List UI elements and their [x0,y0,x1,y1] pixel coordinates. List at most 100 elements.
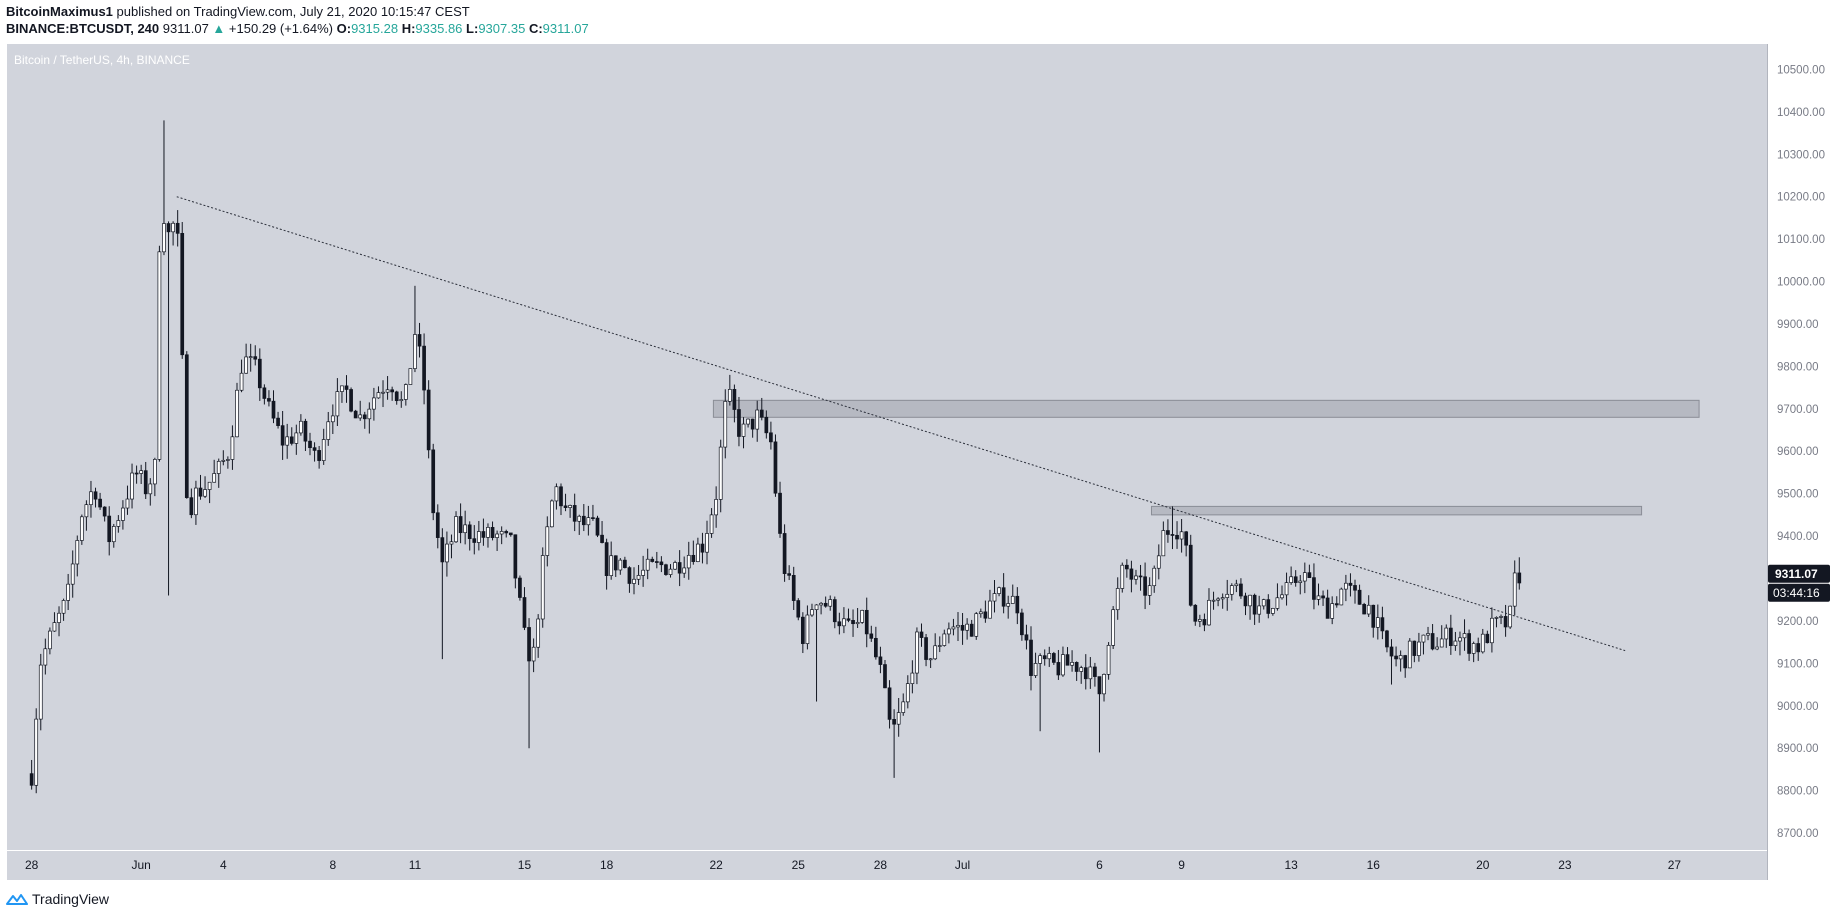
candle[interactable] [750,418,755,438]
candle[interactable] [969,619,974,637]
candle[interactable] [915,627,919,685]
candle[interactable] [367,402,372,434]
candle[interactable] [1097,676,1102,753]
candle[interactable] [102,506,107,522]
candle[interactable] [1261,598,1266,610]
candle[interactable] [978,608,983,618]
candle[interactable] [1129,560,1134,593]
candle[interactable] [581,504,586,532]
candle[interactable] [513,534,518,589]
candle[interactable] [545,516,550,567]
candle[interactable] [1038,653,1042,732]
candle[interactable] [317,445,321,469]
candle[interactable] [472,525,477,555]
candle[interactable] [910,660,915,694]
candle[interactable] [1243,592,1248,616]
candle[interactable] [308,432,312,456]
candle[interactable] [1480,628,1485,654]
candle[interactable] [1225,579,1230,611]
candle[interactable] [1348,573,1353,597]
candle[interactable] [1070,650,1074,672]
candle[interactable] [111,523,116,548]
candle[interactable] [1120,562,1125,593]
candle[interactable] [1143,562,1147,610]
candle[interactable] [1111,606,1116,650]
candle[interactable] [349,387,353,413]
candle[interactable] [440,528,445,660]
candle[interactable] [1138,564,1143,591]
candle[interactable] [413,285,417,373]
candle[interactable] [180,222,185,359]
candle[interactable] [1403,654,1408,678]
candle[interactable] [800,612,805,654]
candle[interactable] [531,638,536,673]
candle[interactable] [536,614,541,658]
candle[interactable] [289,427,294,446]
candle[interactable] [737,396,741,447]
candle[interactable] [48,627,52,655]
candle[interactable] [362,411,367,429]
plot-area[interactable] [7,44,1767,850]
candle[interactable] [495,530,499,551]
candle[interactable] [609,541,614,580]
candle[interactable] [1366,595,1371,617]
candle[interactable] [974,612,979,640]
candle[interactable] [1010,584,1015,604]
candle[interactable] [1512,560,1517,616]
candle[interactable] [1293,570,1298,587]
candle[interactable] [153,457,157,497]
candle[interactable] [385,376,390,400]
candle[interactable] [463,510,468,545]
candle[interactable] [38,653,43,731]
candle[interactable] [591,504,595,521]
candle[interactable] [1156,544,1161,580]
candle[interactable] [673,560,677,570]
candle[interactable] [221,450,226,466]
candle[interactable] [842,607,846,634]
candle[interactable] [1508,605,1513,629]
descending-trendline[interactable] [176,196,1626,652]
candle[interactable] [1020,608,1024,641]
candle[interactable] [1371,604,1376,638]
candle[interactable] [1380,606,1385,640]
candle[interactable] [636,565,641,586]
candle[interactable] [905,675,910,709]
candle[interactable] [1161,521,1166,557]
candle[interactable] [814,604,819,702]
candle[interactable] [66,573,70,611]
candle[interactable] [1330,596,1335,625]
candle[interactable] [1357,584,1362,605]
candle[interactable] [887,680,892,729]
candle[interactable] [942,629,947,647]
candle[interactable] [559,483,563,516]
candle[interactable] [426,380,431,459]
candle[interactable] [75,535,80,577]
candle[interactable] [175,210,180,247]
candle[interactable] [654,551,659,569]
candle[interactable] [1444,624,1449,648]
candle[interactable] [340,385,344,403]
candle[interactable] [540,547,545,628]
candle[interactable] [705,520,709,565]
candle[interactable] [714,486,718,528]
candle[interactable] [723,389,728,459]
candle[interactable] [312,442,317,462]
candle[interactable] [194,480,198,525]
candle[interactable] [121,500,125,530]
candle[interactable] [70,550,75,598]
candle[interactable] [417,322,422,358]
candle[interactable] [632,567,636,595]
candle[interactable] [604,538,609,590]
candle[interactable] [1198,614,1202,628]
candle[interactable] [458,503,463,544]
candle[interactable] [686,541,691,580]
candle[interactable] [641,555,645,587]
candle[interactable] [1248,594,1252,620]
price-chart[interactable]: Bitcoin / TetherUS, 4h, BINANCE 10500.00 1… [0,44,1840,882]
candle[interactable] [851,609,855,637]
candle[interactable] [864,597,869,648]
candle[interactable] [1239,578,1243,599]
candle[interactable] [116,515,121,533]
candle[interactable] [376,386,381,399]
candle[interactable] [677,550,682,587]
